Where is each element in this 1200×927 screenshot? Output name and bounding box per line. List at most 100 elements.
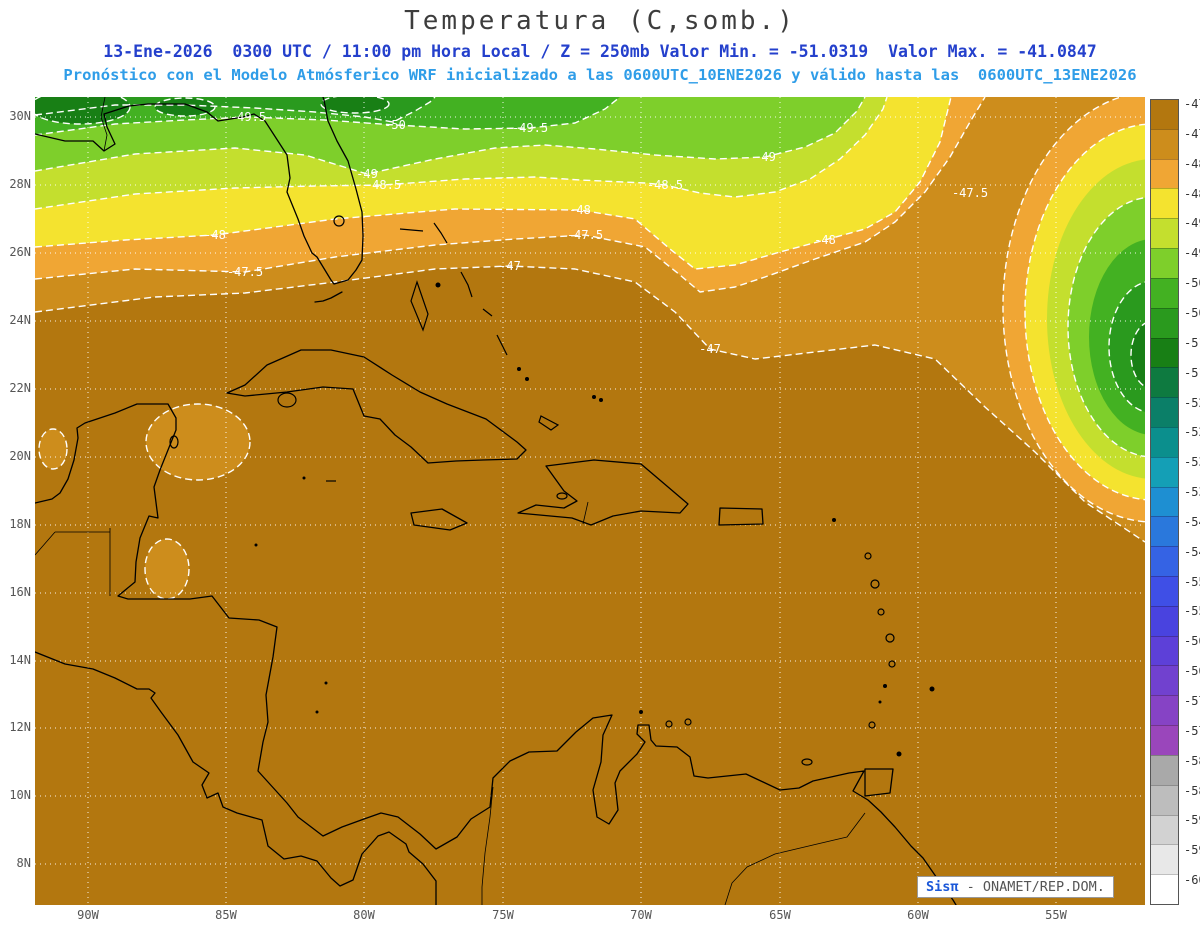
contour-label: -48.5: [647, 178, 683, 192]
colorbar-cell: [1151, 546, 1178, 576]
colorbar-cell: [1151, 814, 1178, 845]
country-borders: [35, 501, 589, 596]
rivers: [481, 786, 866, 905]
cuba-coastline: [226, 349, 527, 464]
warm-patch: [39, 429, 67, 469]
lat-tick: 18N: [9, 517, 31, 531]
colorbar-tick: -60: [1184, 873, 1200, 888]
lat-tick: 14N: [9, 653, 31, 667]
coastlines: [35, 97, 957, 905]
colorbar-cell: [1151, 158, 1178, 189]
brand-label: Sisπ: [926, 879, 959, 895]
contour-labels: -49.5-50 -49.5-49-48.5-49-48.5-48-48-48-4…: [204, 110, 988, 356]
colorbar-cell: [1151, 397, 1178, 427]
contour-lines: [35, 97, 1145, 600]
lon-tick: 75W: [492, 908, 514, 922]
colorbar-tick: -56.5: [1184, 664, 1200, 679]
colorbar-tick: -53: [1184, 455, 1200, 470]
small-cays: [254, 543, 328, 714]
cozumel-island: [169, 435, 179, 449]
puerto-rico-coastline: [718, 507, 764, 526]
model-init-line: Pronóstico con el Modelo Atmósferico WRF…: [63, 66, 1137, 84]
colorbar-cell: [1151, 100, 1178, 129]
gulf-florida-coastline: [35, 97, 364, 285]
colorbar-tick: -55: [1184, 574, 1200, 589]
colorbar-cell: [1151, 874, 1178, 904]
colorbar-cell: [1151, 128, 1178, 159]
lat-tick: 20N: [9, 449, 31, 463]
page-title: Temperatura (C,somb.): [404, 6, 796, 36]
isla-juventud: [277, 392, 297, 408]
colorbar-tick: -52: [1184, 395, 1200, 410]
contour-label: -49: [754, 150, 776, 164]
colorbar-cell: [1151, 337, 1178, 368]
colorbar-tick: -57: [1184, 694, 1200, 709]
colorbar-cell: [1151, 188, 1178, 219]
colorbar-cell: [1151, 605, 1178, 636]
contour-label: -47.5: [567, 228, 603, 242]
colorbar-tick: -53.5: [1184, 485, 1200, 500]
lon-tick: 90W: [77, 908, 99, 922]
colorbar-tick: -47.5: [1184, 126, 1200, 141]
contour-label: -49: [356, 167, 378, 181]
colorbar-tick: -55.5: [1184, 604, 1200, 619]
contour-label: -47.5: [227, 265, 263, 279]
colorbar-tick: -52.5: [1184, 425, 1200, 440]
colorbar-cell: [1151, 844, 1178, 875]
map-plot-area: -49.5 -50 -49.5 -49 -48.5 -49 -48.5 -48 -48 -48 -4…: [35, 97, 1145, 905]
contour-label: -49.5: [230, 110, 266, 124]
colorbar-cell: [1151, 307, 1178, 338]
bahamas-islands: [399, 222, 603, 431]
colorbar-tick: -58.5: [1184, 783, 1200, 798]
colorbar-tick: -59: [1184, 813, 1200, 828]
lat-tick: 26N: [9, 245, 31, 259]
attribution-box: Sisπ - ONAMET/REP.DOM.: [917, 876, 1114, 898]
lat-tick: 22N: [9, 381, 31, 395]
contour-label: -48: [204, 228, 226, 242]
lat-tick: 12N: [9, 720, 31, 734]
trinidad-coastline: [864, 768, 894, 797]
contour-label: -48.5: [365, 178, 401, 192]
colorbar-tick: -49.5: [1184, 246, 1200, 261]
colorbar-tick: -51.5: [1184, 365, 1200, 380]
colorbar-cell: [1151, 516, 1178, 547]
colorbar-cell: [1151, 695, 1178, 726]
lon-tick: 80W: [353, 908, 375, 922]
jamaica-coastline: [410, 508, 468, 531]
lon-tick: 65W: [769, 908, 791, 922]
warm-patch: [146, 404, 250, 480]
lat-tick: 24N: [9, 313, 31, 327]
colorbar-tick: -50.5: [1184, 305, 1200, 320]
yucatan-centralamerica-southamerica-coastline: [35, 403, 957, 905]
lat-tick: 30N: [9, 109, 31, 123]
hispaniola-coastline: [517, 459, 689, 526]
contour-label: -48: [569, 203, 591, 217]
lon-tick: 55W: [1045, 908, 1067, 922]
contour-label: -50: [384, 118, 406, 132]
colorbar-cell: [1151, 248, 1178, 278]
colorbar-tick: -59.5: [1184, 843, 1200, 858]
colorbar-cell: [1151, 576, 1178, 606]
contour-label: -47: [499, 259, 521, 273]
colorbar-cell: [1151, 784, 1178, 815]
colorbar-tick: -54: [1184, 514, 1200, 529]
gonave-island: [556, 492, 568, 500]
lat-tick: 10N: [9, 788, 31, 802]
colorbar-tick: -49: [1184, 216, 1200, 231]
colorbar-cell: [1151, 635, 1178, 666]
colorbar-cell: [1151, 277, 1178, 308]
org-label: ONAMET/REP.DOM.: [982, 879, 1105, 895]
colorbar-cell: [1151, 725, 1178, 755]
forecast-valid-line: 13-Ene-2026 0300 UTC / 11:00 pm Hora Loc…: [103, 42, 1097, 61]
lon-tick: 70W: [630, 908, 652, 922]
lon-tick: 85W: [215, 908, 237, 922]
colorbar: [1150, 99, 1179, 905]
colorbar-tick: -58: [1184, 753, 1200, 768]
cold-patch: [35, 97, 130, 124]
cold-patch: [155, 98, 215, 116]
lat-tick: 8N: [16, 856, 31, 870]
contour-label: -48: [814, 233, 836, 247]
colorbar-tick: -47: [1184, 97, 1200, 111]
warm-patch: [145, 539, 189, 599]
colorbar-tick: -57.5: [1184, 723, 1200, 738]
